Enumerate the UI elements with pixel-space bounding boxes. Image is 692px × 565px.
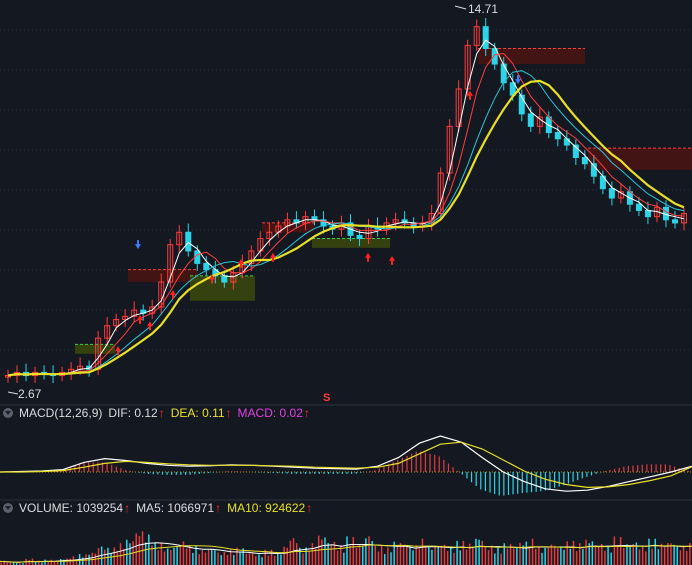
- ma-line: [7, 79, 685, 377]
- collapse-icon[interactable]: [3, 503, 13, 513]
- volume-header: VOLUME: 1039254↑ MA5: 1066971↑ MA10: 924…: [0, 499, 692, 517]
- dea-value: DEA: 0.11↑: [170, 406, 232, 420]
- buy-arrow: [170, 290, 176, 300]
- buy-arrow: [389, 255, 395, 265]
- candle-body: [5, 375, 11, 378]
- macd-value: MACD: 0.02↑: [237, 406, 310, 420]
- candle-body: [104, 325, 111, 339]
- candle-body: [248, 250, 255, 264]
- zone-box: [262, 222, 314, 233]
- zone-box: [312, 238, 390, 248]
- ma-line: [7, 39, 685, 376]
- sell-arrow: [515, 75, 521, 85]
- support-resistance-zones: [75, 47, 692, 354]
- sell-arrow: [135, 240, 141, 250]
- zone-box: [478, 48, 585, 65]
- candle-body: [644, 209, 651, 218]
- candle-body: [446, 125, 453, 174]
- price-candles[interactable]: [5, 5, 687, 395]
- buy-arrow: [209, 274, 215, 284]
- candle-body: [554, 132, 561, 140]
- low-price-label: 2.67: [18, 387, 42, 401]
- candle-body: [518, 94, 525, 115]
- candle-body: [617, 191, 624, 199]
- volume-ma10-line: [0, 544, 692, 563]
- buy-arrow: [147, 321, 153, 331]
- volume-value: VOLUME: 1039254↑: [19, 501, 131, 515]
- candle-body: [563, 138, 570, 146]
- candle-body: [635, 203, 642, 211]
- candle-body: [203, 262, 210, 271]
- candle-body: [185, 231, 192, 252]
- candle-body: [482, 26, 489, 49]
- candle-body: [392, 219, 399, 224]
- zone-box: [75, 344, 115, 354]
- candle-body: [266, 231, 273, 239]
- candle-body: [581, 157, 588, 165]
- dif-line: [0, 435, 692, 492]
- candle-body: [320, 219, 327, 227]
- candle-body: [131, 309, 138, 317]
- volume-panel[interactable]: [0, 531, 692, 565]
- buy-arrow: [467, 90, 473, 100]
- candle-body: [221, 275, 228, 283]
- candle-body: [491, 47, 498, 65]
- buy-arrow: [137, 315, 143, 325]
- buy-arrow: [238, 258, 244, 268]
- macd-label: MACD(12,26,9): [19, 406, 103, 420]
- zone-box: [128, 269, 198, 283]
- signal-arrows: [115, 75, 521, 356]
- candle-body: [113, 318, 120, 327]
- candle-body: [590, 163, 597, 177]
- buy-arrow: [115, 346, 121, 356]
- candle-body: [608, 188, 615, 199]
- candle-body: [167, 244, 174, 283]
- candle-body: [356, 234, 363, 239]
- dif-value: DIF: 0.12↑: [108, 406, 165, 420]
- dea-line: [0, 441, 692, 489]
- candle-body: [401, 219, 408, 224]
- high-leader: [454, 5, 467, 10]
- candle-body: [455, 88, 462, 127]
- buy-arrow: [365, 252, 371, 262]
- buy-arrow: [270, 252, 276, 262]
- macd-header: MACD(12,26,9) DIF: 0.12↑ DEA: 0.11↑ MACD…: [0, 404, 692, 422]
- ma10-value: MA10: 924622↑: [227, 501, 313, 515]
- candle-body: [176, 231, 183, 246]
- candle-body: [194, 250, 201, 264]
- high-price-label: 14.71: [468, 2, 498, 16]
- macd-panel[interactable]: [0, 435, 692, 496]
- candle-body: [536, 116, 543, 127]
- candle-body: [473, 26, 480, 46]
- candle-body: [671, 219, 678, 224]
- ma5-value: MA5: 1066971↑: [136, 501, 222, 515]
- candle-body: [572, 144, 579, 159]
- volume-ma5-line: [0, 542, 692, 563]
- collapse-icon[interactable]: [3, 408, 13, 418]
- candle-body: [527, 113, 534, 127]
- low-leader: [7, 391, 19, 395]
- s-marker: S: [323, 392, 330, 404]
- candle-body: [122, 315, 129, 320]
- grid-lines: [0, 29, 692, 501]
